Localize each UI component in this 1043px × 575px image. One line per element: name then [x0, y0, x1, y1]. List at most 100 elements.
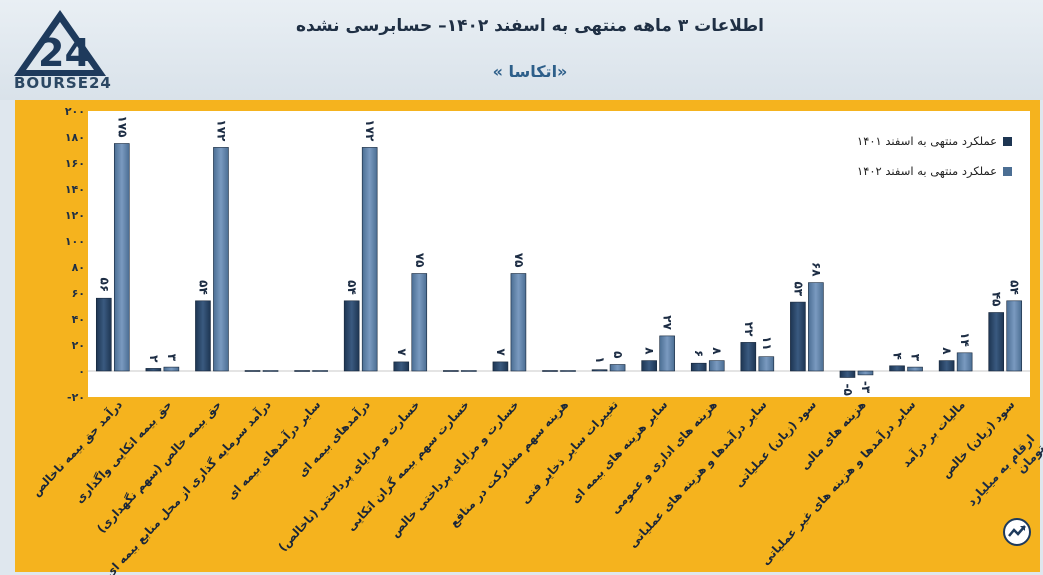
bar-1402 — [708, 360, 725, 372]
bar-data-label: ۶۸ — [809, 262, 823, 277]
y-tick-label: ۲۰ — [72, 339, 85, 352]
bar-1402 — [560, 370, 576, 372]
bar-1402 — [857, 370, 874, 376]
bar-data-label: ۸ — [940, 347, 954, 355]
bar-data-label: ۷۵ — [512, 253, 526, 268]
bar-data-label: ۸ — [643, 347, 657, 355]
bar-data-label: ۱۱ — [760, 336, 774, 351]
y-tick-label: ۶۰ — [72, 287, 85, 300]
bar-1401 — [244, 370, 261, 372]
bar-data-label: ۵۴ — [345, 280, 359, 295]
bar-1401 — [988, 312, 1005, 372]
bar-1402 — [163, 366, 180, 372]
legend-label-1401: عملکرد منتهی به اسفند ۱۴۰۱ — [857, 134, 997, 148]
bar-1401 — [889, 365, 905, 372]
bar-1402 — [609, 364, 626, 372]
y-tick-label: ۰ — [78, 365, 85, 378]
category-label: سود (زیان) عملیاتی — [732, 397, 820, 490]
bar-data-label: ۸ — [710, 347, 724, 355]
bourse24-logo-icon: 24 — [14, 10, 106, 76]
bar-1401 — [591, 369, 608, 372]
bar-data-label: ۲۲ — [742, 322, 756, 337]
bar-1402 — [808, 282, 824, 372]
bar-1401 — [492, 361, 509, 372]
bar-data-label: ۲۷ — [661, 315, 675, 330]
y-tick-label: -۲۰ — [67, 391, 85, 404]
bar-1401 — [145, 368, 162, 372]
bar-1401 — [343, 300, 360, 372]
y-tick-label: ۴۰ — [72, 313, 85, 326]
bar-data-label: ۵۴ — [196, 280, 210, 295]
legend-item-1401: عملکرد منتهی به اسفند ۱۴۰۱ — [832, 126, 1012, 156]
y-tick-label: ۱۴۰ — [65, 183, 85, 196]
bar-1402 — [312, 370, 328, 372]
plot-area — [88, 111, 1030, 397]
bar-data-label: ۴ — [891, 352, 905, 359]
y-tick-label: ۲۰۰ — [65, 105, 85, 118]
y-tick-label: ۱۲۰ — [65, 209, 85, 222]
bar-1402 — [1006, 300, 1023, 372]
bar-1401 — [393, 361, 410, 372]
bar-data-label: ۵ — [611, 351, 625, 358]
bar-data-label: ۱۷۲ — [214, 119, 228, 142]
bar-1402 — [956, 352, 973, 372]
bar-data-label: ۷ — [494, 349, 508, 357]
bar-data-label: ۳ — [909, 354, 923, 362]
bar-1401 — [938, 360, 955, 372]
bar-1402 — [361, 147, 378, 372]
category-label: درآمد حق بیمه ناخالص — [29, 397, 125, 499]
bar-1402 — [510, 273, 527, 372]
bar-1402 — [907, 366, 923, 372]
y-tick-label: ۱۰۰ — [65, 235, 85, 248]
bar-1402 — [262, 370, 279, 372]
bar-data-label: -۵ — [841, 384, 855, 396]
bar-1401 — [195, 300, 211, 372]
bar-1401 — [740, 342, 757, 372]
y-tick-label: ۱۶۰ — [65, 157, 85, 170]
bar-1402 — [113, 143, 130, 372]
y-tick-label: ۸۰ — [72, 261, 85, 274]
header: 24 BOURSE24 اطلاعات ۳ ماهه منتهی به اسفن… — [0, 0, 1043, 100]
bar-1402 — [659, 335, 675, 372]
bar-1402 — [213, 147, 229, 372]
bar-1401 — [95, 297, 112, 372]
bar-data-label: ۶ — [692, 350, 706, 357]
chart-subtitle: «اتکاسا » — [492, 62, 568, 81]
bar-1401 — [641, 360, 657, 372]
bar-1401 — [790, 301, 806, 372]
bar-1402 — [411, 273, 428, 372]
svg-text:24: 24 — [38, 31, 91, 75]
bar-data-label: ۳ — [165, 354, 179, 362]
category-label: سایر درآمدهای بیمه ای — [224, 397, 323, 502]
category-label: سایر هزینه های بیمه ای — [568, 397, 670, 505]
bar-data-label: ۱ — [593, 356, 607, 363]
bar-data-label: ۵۳ — [791, 281, 805, 296]
legend-item-1402: عملکرد منتهی به اسفند ۱۴۰۲ — [832, 156, 1012, 186]
bar-1401 — [542, 370, 558, 372]
y-tick-label: ۱۸۰ — [65, 131, 85, 144]
legend-swatch-1402 — [1003, 166, 1012, 176]
bar-1401 — [294, 370, 310, 372]
bar-1402 — [758, 356, 775, 372]
chart-title: اطلاعات ۳ ماهه منتهی به اسفند ۱۴۰۲– حساب… — [296, 16, 764, 36]
bar-data-label: ۱۷۵ — [115, 116, 129, 138]
bar-data-label: ۷۵ — [413, 253, 427, 268]
category-label: حق بیمه اتکایی واگذاری — [72, 397, 175, 506]
bar-data-label: ۴۵ — [990, 292, 1004, 307]
trend-up-icon — [1003, 518, 1031, 546]
bar-data-label: ۱۷۲ — [363, 119, 377, 142]
bar-1402 — [461, 370, 477, 372]
bar-data-label: ۷ — [395, 349, 409, 357]
category-label: تغییرات سایر ذخایر فنی — [518, 397, 621, 506]
bar-data-label: ۲ — [147, 355, 161, 363]
bar-data-label: ۵۴ — [1008, 280, 1022, 295]
logo-text: BOURSE24 — [14, 74, 112, 92]
bar-1401 — [690, 362, 707, 372]
bar-data-label: -۳ — [859, 381, 873, 394]
bar-data-label: ۱۴ — [958, 332, 972, 347]
bar-1401 — [839, 370, 856, 378]
legend: عملکرد منتهی به اسفند ۱۴۰۱ عملکرد منتهی … — [832, 126, 1012, 186]
legend-label-1402: عملکرد منتهی به اسفند ۱۴۰۲ — [857, 164, 997, 178]
legend-swatch-1401 — [1003, 136, 1012, 146]
